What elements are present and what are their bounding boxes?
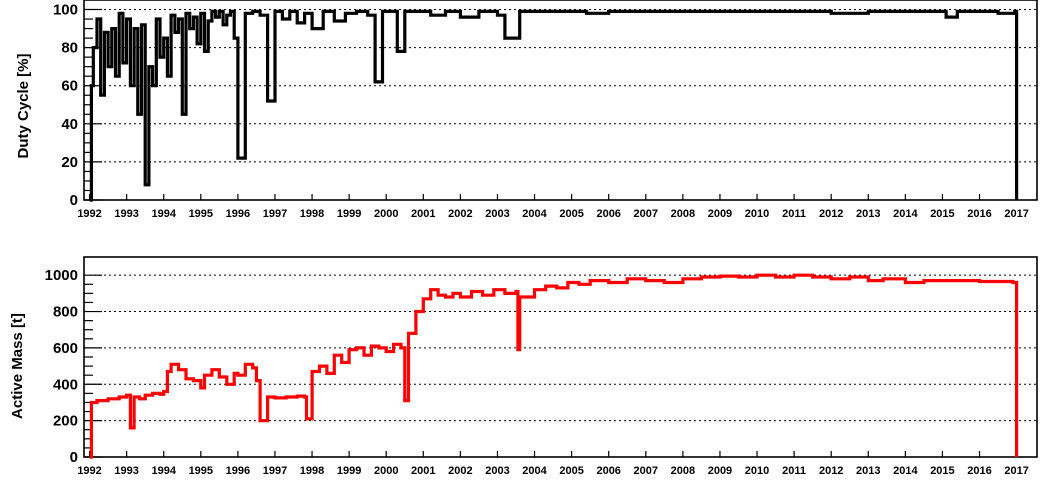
active-mass-x-tick-label: 1992 [77,465,101,477]
duty-cycle-x-tick-label: 2003 [485,208,509,220]
duty-cycle-y-tick-label: 80 [61,40,78,57]
active-mass-x-tick-label: 2009 [708,465,732,477]
active-mass-x-tick-label: 2011 [782,465,806,477]
duty-cycle-x-tick-label: 2000 [374,208,398,220]
duty-cycle-x-tick-label: 2008 [671,208,695,220]
active-mass-ticks: 0 200 400 600 800 1000 1992 1993 1994 1995 1996 199… [45,267,1029,477]
duty-cycle-y-tick-label: 60 [61,78,78,95]
active-mass-series-line [89,273,1019,459]
active-mass-x-tick-label: 2005 [559,465,583,477]
duty-cycle-x-tick-label: 1992 [77,208,101,220]
duty-cycle-x-tick-label: 2009 [708,208,732,220]
duty-cycle-x-tick-label: 2014 [893,208,918,220]
duty-cycle-y-tick-label: 100 [53,2,78,19]
active-mass-x-tick-label: 2015 [930,465,954,477]
duty-cycle-x-tick-label: 1996 [226,208,250,220]
active-mass-x-tick-label: 1996 [226,465,250,477]
duty-cycle-x-tick-label: 2012 [819,208,843,220]
active-mass-grid [84,274,1037,422]
active-mass-x-tick-label: 1997 [263,465,287,477]
active-mass-y-axis-title: Active Mass [t] [9,313,26,419]
active-mass-x-tick-label: 2004 [522,465,547,477]
duty-cycle-grid [84,9,1037,163]
active-mass-x-tick-label: 2014 [893,465,918,477]
duty-cycle-x-tick-label: 2010 [745,208,769,220]
duty-cycle-x-tick-label: 2016 [967,208,991,220]
duty-cycle-y-tick-label: 0 [70,192,78,209]
active-mass-x-tick-label: 1994 [151,465,176,477]
active-mass-panel: 0 200 400 600 800 1000 1992 1993 1994 1995 1996 199… [9,256,1038,477]
duty-cycle-x-tick-label: 1993 [114,208,138,220]
active-mass-x-tick-label: 2001 [411,465,435,477]
duty-cycle-x-tick-label: 2017 [1004,208,1028,220]
duty-cycle-x-tick-label: 2015 [930,208,954,220]
active-mass-x-tick-label: 2002 [448,465,472,477]
active-mass-x-tick-label: 2008 [671,465,695,477]
duty-cycle-y-tick-label: 40 [61,116,78,133]
duty-cycle-ticks: 0 20 40 60 80 100 1992 1993 1994 1995 1996 1997 1998… [53,2,1029,220]
duty-cycle-x-tick-label: 1999 [337,208,361,220]
duty-cycle-series-line [89,9,1019,202]
active-mass-x-tick-label: 2007 [634,465,658,477]
duty-cycle-x-tick-label: 2005 [559,208,583,220]
active-mass-series [89,273,1019,459]
active-mass-x-tick-label: 1998 [300,465,324,477]
duty-cycle-x-tick-label: 2001 [411,208,435,220]
duty-cycle-panel: 0 20 40 60 80 100 1992 1993 1994 1995 1996 1997 1998… [15,0,1038,220]
active-mass-x-tick-label: 2012 [819,465,843,477]
active-mass-x-tick-label: 2006 [596,465,620,477]
duty-cycle-x-tick-label: 2004 [522,208,547,220]
active-mass-y-tick-label: 600 [53,340,78,357]
duty-cycle-x-tick-label: 1997 [263,208,287,220]
active-mass-x-tick-label: 2010 [745,465,769,477]
duty-cycle-x-tick-label: 2011 [782,208,806,220]
duty-cycle-y-axis-title: Duty Cycle [%] [15,53,32,158]
active-mass-y-tick-label: 200 [53,413,78,430]
active-mass-x-tick-label: 2003 [485,465,509,477]
active-mass-y-tick-label: 0 [70,449,78,466]
active-mass-y-tick-label: 400 [53,376,78,393]
active-mass-y-tick-label: 1000 [45,267,78,284]
active-mass-x-tick-label: 2017 [1004,465,1028,477]
duty-cycle-y-tick-label: 20 [61,154,78,171]
active-mass-x-tick-label: 2000 [374,465,398,477]
duty-cycle-x-tick-label: 2002 [448,208,472,220]
duty-cycle-series [89,9,1019,202]
active-mass-y-tick-label: 800 [53,304,78,321]
duty-cycle-plot-frame [83,0,1038,201]
active-mass-x-tick-label: 2016 [967,465,991,477]
active-mass-x-tick-label: 1993 [114,465,138,477]
duty-cycle-x-tick-label: 1994 [151,208,176,220]
duty-cycle-x-tick-label: 1998 [300,208,324,220]
duty-cycle-x-tick-label: 1995 [189,208,213,220]
duty-cycle-x-tick-label: 2013 [856,208,880,220]
duty-cycle-x-tick-label: 2007 [634,208,658,220]
active-mass-x-tick-label: 2013 [856,465,880,477]
active-mass-x-tick-label: 1999 [337,465,361,477]
duty-cycle-x-tick-label: 2006 [596,208,620,220]
active-mass-x-tick-label: 1995 [189,465,213,477]
